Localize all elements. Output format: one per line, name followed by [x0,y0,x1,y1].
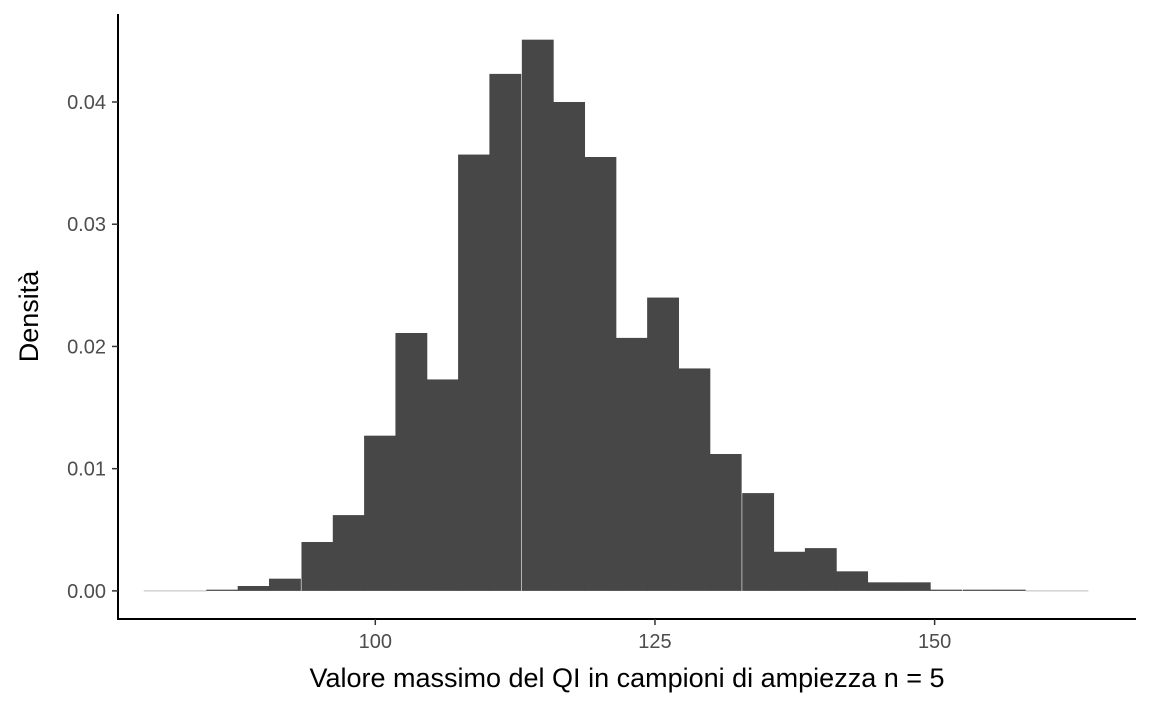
y-tick-label: 0.02 [67,336,106,358]
y-axis-ticks: 0.00 0.01 0.02 0.03 0.04 [67,92,118,603]
histogram-bar [1056,590,1089,592]
y-axis-title: Densità [14,270,44,363]
histogram-bar [489,73,522,591]
x-axis-title: Valore massimo del QI in campioni di amp… [309,663,944,693]
histogram-bars [143,39,1089,592]
histogram-bar [364,435,396,591]
y-tick-label: 0.04 [67,92,106,114]
y-tick-label: 0.01 [67,459,106,481]
histogram-bar [993,589,1026,591]
x-axis-ticks: 100 125 150 [359,619,951,653]
histogram-bar [962,589,995,591]
histogram-bar [269,578,301,591]
histogram-bar [553,102,586,591]
histogram-bar [836,571,869,591]
histogram-bar [301,542,334,591]
histogram-bar [175,590,207,592]
histogram-bar [395,333,428,591]
y-tick-label: 0.03 [67,214,106,236]
histogram-bar [773,551,806,591]
histogram-bar [237,586,270,591]
histogram-bar [898,582,931,591]
histogram-bar [426,379,459,591]
histogram-bar [332,515,365,591]
histogram-bar [615,337,648,591]
histogram-bar [143,590,176,592]
histogram-bar [584,157,617,591]
x-tick-label: 150 [918,631,951,653]
histogram-bar [804,548,837,591]
histogram-bar [206,589,239,591]
x-tick-label: 125 [638,631,671,653]
histogram-bar [647,297,679,591]
histogram-bar [521,39,554,591]
histogram-bar [930,589,963,591]
histogram-bar [458,154,490,591]
histogram-bar [678,368,711,591]
histogram-bar [867,582,900,591]
histogram-bar [709,454,742,591]
y-tick-label: 0.00 [67,581,106,603]
histogram-bar [1025,590,1058,592]
x-tick-label: 100 [359,631,392,653]
histogram-bar [742,493,775,591]
